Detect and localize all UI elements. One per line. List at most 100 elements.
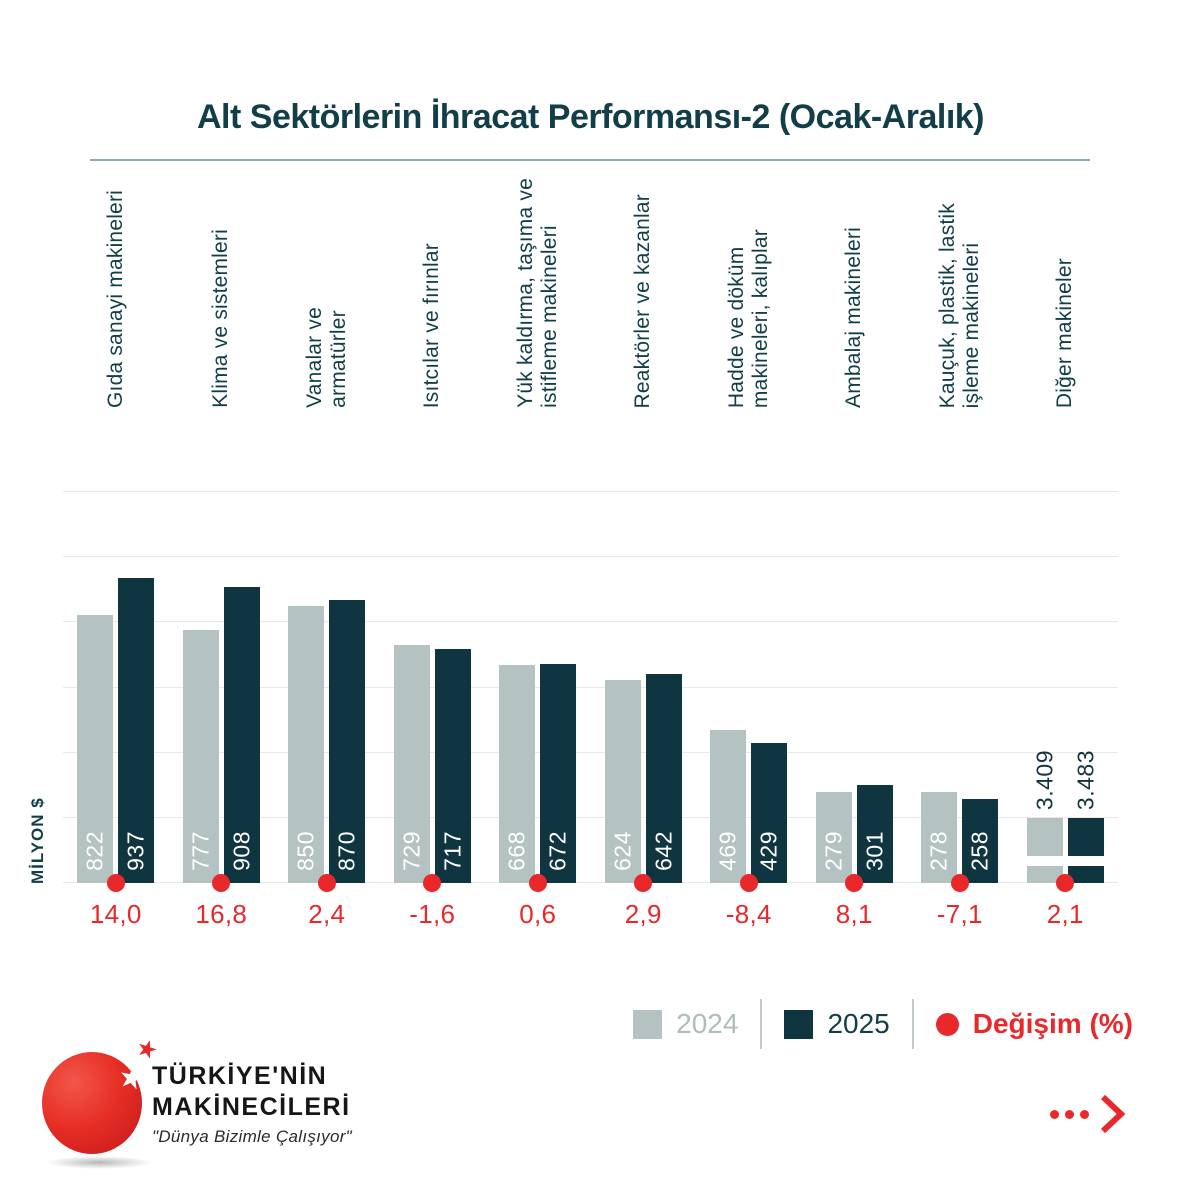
bar-2024-8: 278	[921, 792, 958, 883]
category-label-text: Kauçuk, plastik, lastik işleme makineler…	[935, 202, 983, 408]
page-title: Alt Sektörlerin İhracat Performansı-2 (O…	[197, 98, 985, 136]
change-value: 2,4	[308, 899, 346, 929]
bar-2025-5: 642	[645, 674, 682, 883]
bar-chart: 822 937 14,0 777 908 16,8 850 870 2,4 729 717 -1,6 6…	[63, 491, 1119, 929]
bar-value-label: 642	[650, 831, 677, 871]
bar-2025-1: 908	[223, 587, 260, 883]
legend-label-change: Değişim (%)	[972, 1008, 1133, 1039]
star-icon: ★	[132, 1033, 162, 1066]
change-dot-icon	[423, 874, 442, 892]
gridline-1200	[63, 491, 1118, 492]
bar-value-label: 3.409	[1031, 749, 1058, 810]
bar-group-2: 850 870 2,4	[274, 492, 380, 929]
y-axis-label: MİLYON $	[28, 797, 47, 884]
change-dot-icon	[845, 874, 864, 892]
category-label-text: Reaktörler ve kazanlar	[631, 193, 655, 409]
category-label-text: Vanalar ve armatürler	[302, 307, 350, 408]
bar-group-8: 278 258 -7,1	[907, 492, 1013, 929]
category-label-1: Klima ve sistemleri	[169, 162, 275, 408]
bar-2025-3: 717	[434, 649, 471, 883]
category-label-text: Hadde ve döküm makineleri, kalıplar	[724, 228, 772, 408]
bar-value-label: 258	[966, 831, 993, 871]
change-dot-icon	[739, 874, 758, 892]
bar-2024-7: 279	[815, 792, 852, 883]
bar-pair: 668 672	[485, 492, 591, 883]
bar-groups: 822 937 14,0 777 908 16,8 850 870 2,4 729 717 -1,6 6…	[63, 492, 1119, 929]
bar-value-label: 469	[714, 831, 741, 871]
category-label-text: Ambalaj makineleri	[842, 226, 866, 408]
bar-group-0: 822 937 14,0	[63, 492, 169, 929]
bar-value-label: 624	[609, 831, 636, 871]
axis-break	[1026, 856, 1063, 866]
bar-2025-4: 672	[540, 664, 577, 883]
bar-pair: 278 258	[907, 492, 1013, 883]
bar-pair: 777 908	[169, 492, 275, 883]
bar-2024-0: 822	[77, 615, 114, 883]
bar-2025-8: 258	[962, 799, 999, 883]
gridline-0	[63, 882, 1118, 883]
legend-label-2025: 2025	[827, 1008, 890, 1039]
star-icon: ★	[114, 1059, 149, 1098]
bar-value-label: 429	[755, 831, 782, 871]
bar-pair: 3.409 3.483	[1013, 492, 1119, 883]
legend-label-2024: 2024	[676, 1008, 739, 1039]
bar-2025-2: 870	[329, 600, 366, 883]
legend-item-2025: 2025	[784, 1008, 890, 1040]
bar-pair: 624 642	[591, 492, 697, 883]
bar-pair: 279 301	[802, 492, 908, 883]
axis-break	[1067, 856, 1104, 866]
bar-2024-5: 624	[604, 680, 641, 883]
bar-group-4: 668 672 0,6	[485, 492, 591, 929]
bar-group-5: 624 642 2,9	[591, 492, 697, 929]
chevron-right-icon	[1100, 1094, 1125, 1134]
category-labels-row: Gıda sanayi makineleri Klima ve sistemler…	[63, 162, 1118, 408]
title-divider	[90, 159, 1090, 161]
category-label-text: Yük kaldırma, taşıma ve istifleme makine…	[513, 178, 561, 408]
change-dot-icon	[1056, 874, 1075, 892]
category-label-3: Isıtcılar ve fırınlar	[380, 162, 486, 408]
change-value: -7,1	[936, 899, 983, 929]
change-dot-icon	[317, 874, 336, 892]
gridline-800	[63, 621, 1118, 623]
category-label-0: Gıda sanayi makineleri	[63, 162, 169, 408]
logo-line1: TÜRKİYE'NİN	[152, 1062, 328, 1090]
bar-group-6: 469 429 -8,4	[696, 492, 802, 929]
change-value: -1,6	[409, 899, 456, 929]
legend-swatch-2025-icon	[784, 1009, 814, 1039]
bar-value-label: 3.483	[1072, 749, 1099, 810]
bar-2024-6: 469	[710, 730, 747, 883]
bar-2024-2: 850	[288, 606, 325, 883]
ellipsis-dot	[1065, 1109, 1074, 1119]
legend-swatch-2024-icon	[633, 1009, 663, 1039]
bar-value-label: 870	[333, 831, 360, 871]
change-value: 14,0	[89, 899, 142, 929]
logo-tagline: "Dünya Bizimle Çalışıyor"	[152, 1127, 353, 1146]
bar-2025-6: 429	[751, 743, 788, 883]
bar-pair: 822 937	[63, 492, 169, 883]
legend-item-change: Değişim (%)	[935, 1008, 1133, 1040]
gridline-1000	[63, 556, 1118, 558]
brand-logo: ★ ★ TÜRKİYE'NİN MAKİNECİLERİ "Dünya Bizi…	[40, 1033, 380, 1175]
logo-text: TÜRKİYE'NİN MAKİNECİLERİ "Dünya Bizimle …	[152, 1062, 352, 1147]
category-label-text: Klima ve sistemleri	[209, 229, 233, 408]
legend-divider	[911, 999, 914, 1049]
bar-2024-9: 3.409	[1026, 750, 1063, 883]
bar-2025-0: 937	[118, 578, 155, 883]
change-value: 2,1	[1046, 899, 1084, 929]
logo-line2: MAKİNECİLERİ	[152, 1093, 351, 1121]
bar-value-label: 850	[292, 831, 319, 871]
bar-pair: 729 717	[380, 492, 486, 883]
bar-group-1: 777 908 16,8	[169, 492, 275, 929]
change-dot-icon	[950, 874, 969, 892]
logo-shadow	[46, 1156, 152, 1169]
bar-group-9: 3.409 3.483 2,1	[1013, 492, 1119, 929]
category-label-4: Yük kaldırma, taşıma ve istifleme makine…	[485, 162, 591, 408]
legend: 2024 2025 Değişim (%)	[633, 999, 1133, 1049]
change-value: -8,4	[725, 899, 772, 929]
bar-pair: 850 870	[274, 492, 380, 883]
category-label-5: Reaktörler ve kazanlar	[591, 162, 697, 409]
gridline-600	[63, 686, 1118, 688]
bar-value-label: 729	[398, 831, 425, 871]
bar-value-label: 278	[925, 831, 952, 871]
category-label-text: Gıda sanayi makineleri	[103, 190, 127, 408]
